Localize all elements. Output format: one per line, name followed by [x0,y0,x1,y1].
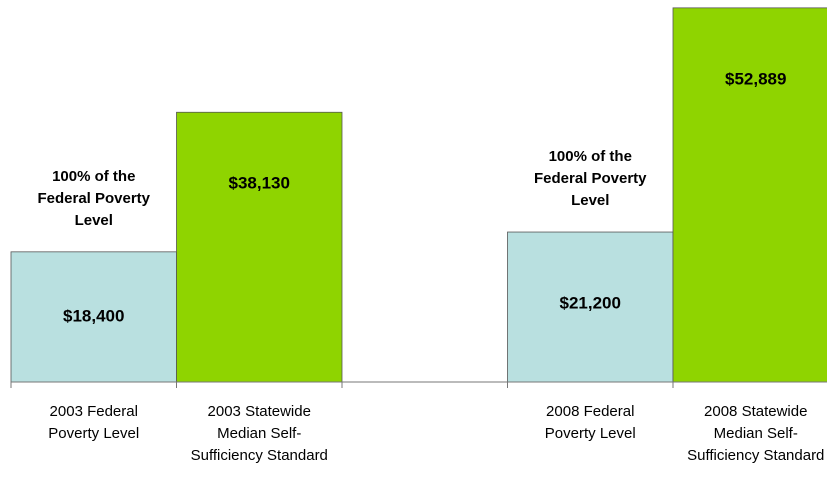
bar [10,251,177,383]
value-label: $21,200 [560,294,621,313]
value-label: $38,130 [229,174,290,193]
x-tick-label: 2008 Federal Poverty Level [544,403,636,442]
bar [672,7,827,383]
bar [176,111,343,383]
x-tick-label: 2008 Statewide Median Self-Sufficiency S… [687,403,825,464]
value-label: $18,400 [63,306,124,325]
value-label: $52,889 [725,69,786,88]
x-tick-label: 2003 Statewide Median Self-Sufficiency S… [190,403,328,464]
annotation: 100% of the Federal Poverty Level [37,167,151,229]
bar [507,231,674,383]
annotation: 100% of the Federal Poverty Level [533,148,647,210]
x-tick-label: 2003 Federal Poverty Level [48,403,140,442]
